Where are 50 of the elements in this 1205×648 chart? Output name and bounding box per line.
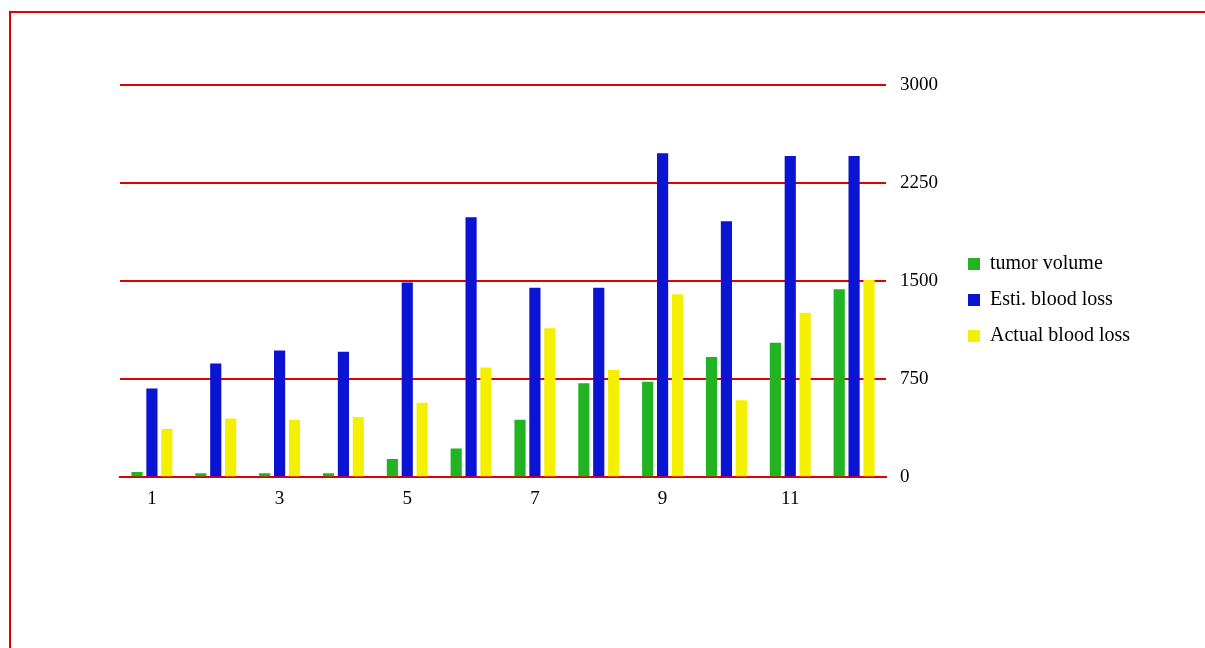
bar <box>544 328 556 477</box>
x-tick-label: 7 <box>530 486 540 508</box>
bar <box>146 388 158 477</box>
bar <box>322 473 335 477</box>
bar <box>259 473 271 477</box>
bar <box>769 342 781 477</box>
bar <box>210 363 222 477</box>
bar <box>784 155 796 477</box>
bar <box>720 221 733 477</box>
legend-label: tumor volume <box>990 251 1103 274</box>
legend-label: Actual blood loss <box>990 323 1131 346</box>
bar <box>529 287 541 477</box>
bar <box>386 458 398 477</box>
bar <box>450 448 462 477</box>
bar <box>863 279 875 477</box>
legend-label: Esti. blood loss <box>990 287 1114 310</box>
bar <box>657 153 669 477</box>
bar <box>337 351 350 477</box>
bar <box>480 367 492 477</box>
bar <box>161 428 173 477</box>
bar <box>131 471 143 477</box>
x-tick-label: 3 <box>274 486 285 508</box>
bar <box>608 370 620 477</box>
y-tick-label: 1500 <box>900 269 939 291</box>
bar <box>465 217 477 477</box>
y-tick-label: 750 <box>900 367 929 389</box>
x-tick-label: 1 <box>147 486 157 508</box>
bar <box>799 312 811 477</box>
y-tick-label: 3000 <box>900 73 939 95</box>
bar <box>705 357 718 477</box>
bar <box>642 381 654 477</box>
x-tick-label: 11 <box>781 486 800 508</box>
bar <box>833 289 845 477</box>
x-tick-label: 5 <box>402 486 412 508</box>
bar <box>195 473 207 477</box>
bar <box>578 383 590 477</box>
bar <box>848 155 860 477</box>
bar <box>352 417 364 477</box>
bar <box>671 294 684 477</box>
bar <box>401 282 413 477</box>
y-tick-label: 0 <box>900 465 910 487</box>
y-tick-label: 2250 <box>900 171 939 193</box>
bar <box>225 418 237 477</box>
x-tick-label: 9 <box>657 486 668 508</box>
bar <box>593 287 605 477</box>
bar <box>274 350 286 477</box>
bar <box>735 400 747 477</box>
bar <box>288 419 301 477</box>
bar <box>416 402 428 477</box>
bar <box>514 419 526 477</box>
